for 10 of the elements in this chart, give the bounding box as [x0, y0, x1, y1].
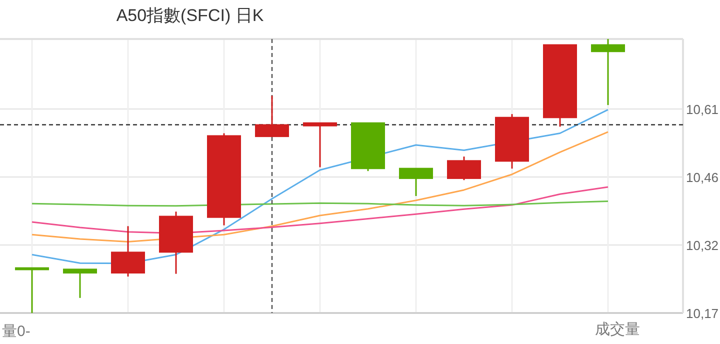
text: 量0-	[2, 323, 30, 340]
candlestick	[303, 122, 337, 168]
text: 10,61	[686, 102, 719, 117]
text: 10,17	[686, 306, 719, 321]
text: 成交量	[595, 321, 640, 338]
candlestick	[63, 268, 97, 299]
text: 10,32	[686, 238, 719, 253]
candlestick	[591, 38, 625, 106]
text: 10,46	[686, 170, 719, 185]
chart-title: A50指數(SFCI) 日K	[116, 6, 264, 25]
